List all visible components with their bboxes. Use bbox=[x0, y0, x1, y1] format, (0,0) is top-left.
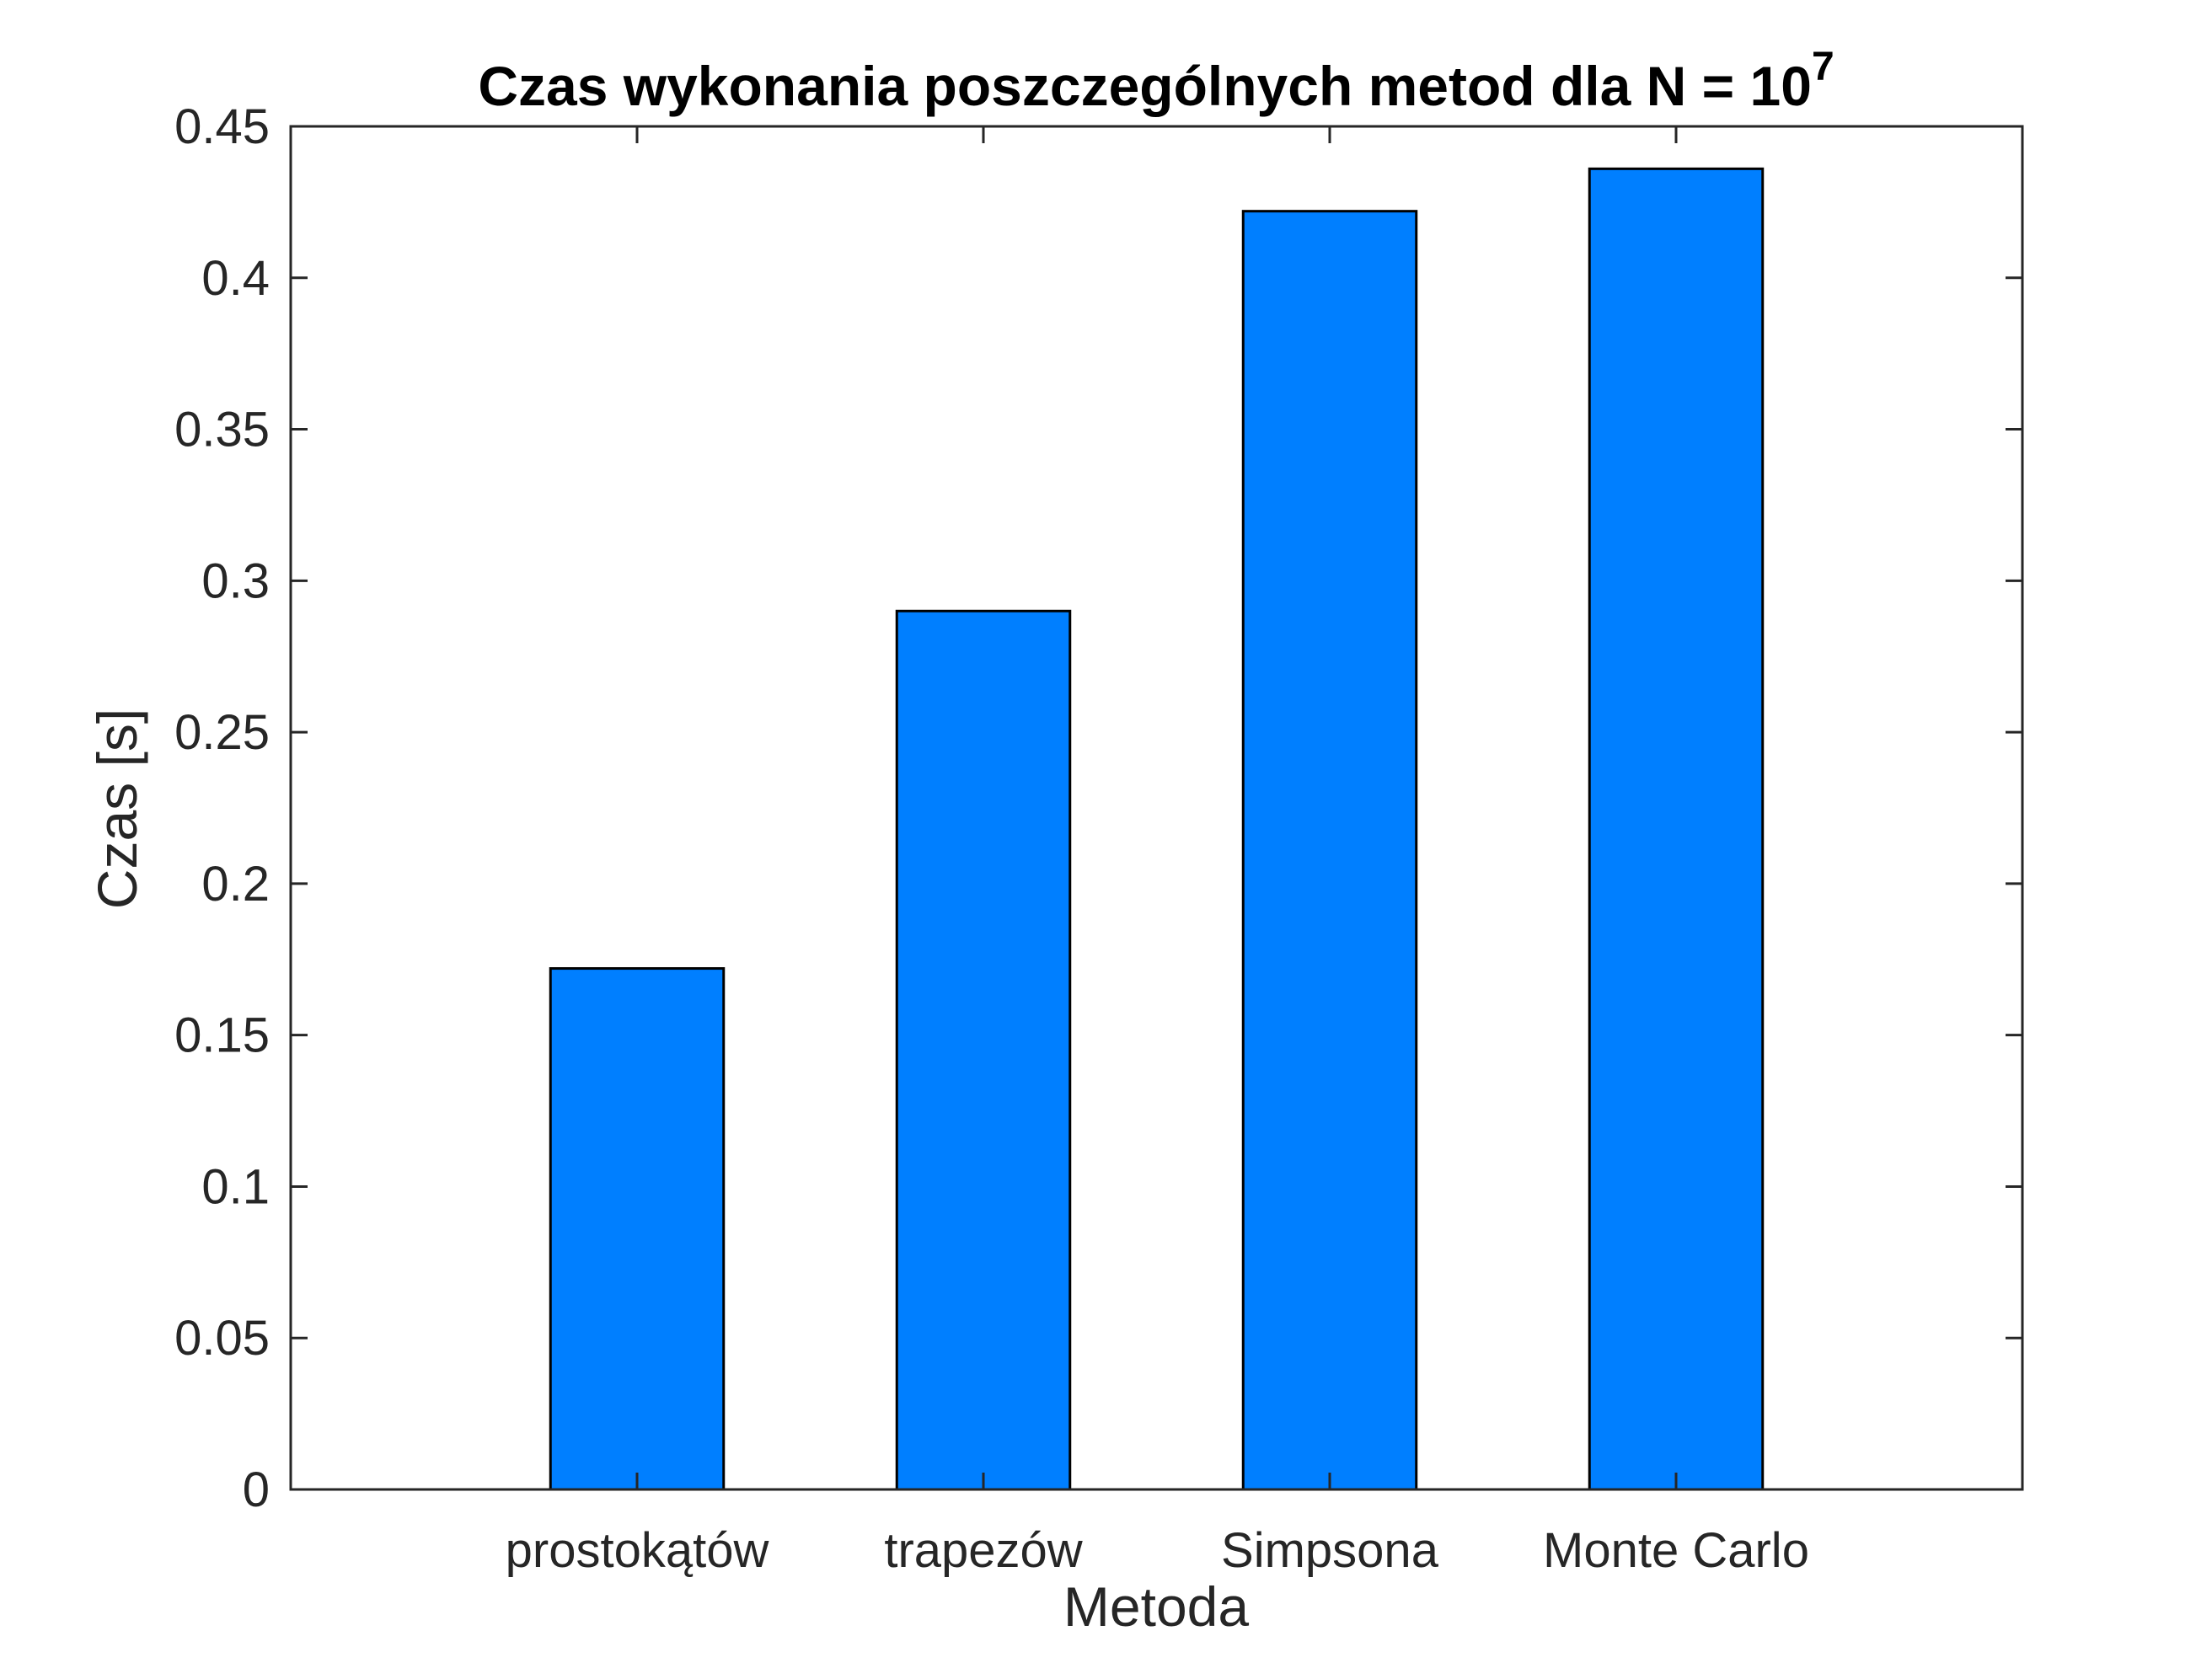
x-axis-label: Metoda bbox=[1063, 1575, 1249, 1638]
bar-trapezów bbox=[895, 609, 1072, 1491]
chart-title: Czas wykonania poszczególnych metod dla … bbox=[478, 45, 1834, 117]
y-tick-label: 0.45 bbox=[174, 99, 270, 154]
y-tick-label: 0.25 bbox=[174, 705, 270, 760]
y-tick-label: 0.35 bbox=[174, 403, 270, 457]
y-tick-label: 0.4 bbox=[201, 251, 270, 306]
y-tick-label: 0.3 bbox=[201, 553, 270, 608]
y-axis-label: Czas [s] bbox=[86, 709, 148, 909]
axes-box bbox=[289, 125, 2024, 1491]
y-tick-label: 0.05 bbox=[174, 1311, 270, 1366]
y-tick-label: 0.2 bbox=[201, 857, 270, 912]
axes-layer: 0 0.05 0.1 0.15 0.2 0.25 0.3 0.35 0.4 0.45 prostok… bbox=[174, 99, 2024, 1578]
y-tick-label: 0 bbox=[243, 1462, 270, 1517]
chart-title-superscript: 7 bbox=[1812, 45, 1834, 89]
bar-simpsona bbox=[1241, 210, 1418, 1491]
x-tick-label: trapezów bbox=[884, 1523, 1083, 1578]
bar-prostokątów bbox=[549, 967, 726, 1491]
x-tick-label: prostokątów bbox=[506, 1523, 770, 1578]
y-tick-label: 0.15 bbox=[174, 1008, 270, 1063]
x-tick-label: Simpsona bbox=[1221, 1523, 1439, 1578]
bar-monte-carlo bbox=[1588, 167, 1765, 1491]
y-tick-label: 0.1 bbox=[201, 1159, 270, 1214]
bars-layer bbox=[549, 167, 1765, 1491]
x-tick-label: Monte Carlo bbox=[1543, 1523, 1809, 1578]
